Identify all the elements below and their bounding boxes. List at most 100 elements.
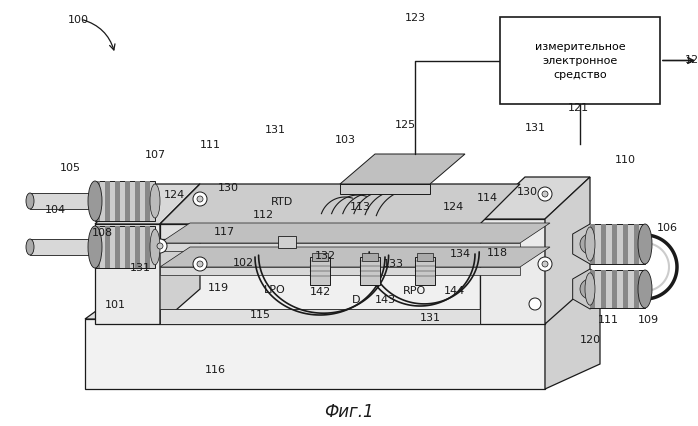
- Text: 119: 119: [207, 282, 228, 292]
- Circle shape: [197, 196, 203, 202]
- Polygon shape: [160, 224, 550, 243]
- Bar: [601, 225, 606, 265]
- Bar: [145, 227, 149, 268]
- Bar: [500, 18, 660, 105]
- Bar: [30, 239, 98, 256]
- Bar: [95, 227, 155, 268]
- Text: 102: 102: [232, 257, 253, 268]
- Text: 116: 116: [205, 364, 225, 374]
- Bar: [590, 225, 645, 265]
- Text: 117: 117: [214, 227, 235, 236]
- Bar: [95, 227, 100, 268]
- Circle shape: [538, 187, 552, 201]
- Polygon shape: [545, 178, 590, 324]
- Polygon shape: [160, 243, 520, 251]
- Text: 130: 130: [218, 183, 239, 193]
- Ellipse shape: [150, 184, 160, 219]
- Ellipse shape: [88, 181, 102, 222]
- Polygon shape: [160, 184, 200, 324]
- Polygon shape: [480, 178, 590, 219]
- Text: 131: 131: [265, 125, 285, 135]
- Ellipse shape: [26, 193, 34, 210]
- Bar: [612, 225, 617, 265]
- Bar: [115, 181, 119, 222]
- Text: 130: 130: [517, 187, 537, 196]
- Ellipse shape: [585, 227, 595, 262]
- Text: 124: 124: [163, 190, 185, 199]
- Circle shape: [153, 239, 167, 253]
- Bar: [623, 271, 628, 308]
- Text: 124: 124: [443, 201, 463, 211]
- Ellipse shape: [638, 271, 652, 308]
- Text: 115: 115: [249, 309, 271, 319]
- Text: 105: 105: [59, 163, 80, 173]
- Text: 111: 111: [597, 314, 618, 324]
- Polygon shape: [85, 279, 600, 319]
- Circle shape: [197, 262, 203, 268]
- Bar: [30, 193, 98, 210]
- Circle shape: [580, 279, 600, 299]
- Polygon shape: [160, 225, 480, 239]
- Text: 131: 131: [130, 262, 151, 272]
- Polygon shape: [340, 155, 465, 184]
- Bar: [312, 253, 328, 262]
- Circle shape: [193, 193, 207, 207]
- Text: 134: 134: [450, 248, 470, 259]
- Ellipse shape: [638, 225, 652, 265]
- Text: 131: 131: [524, 123, 546, 132]
- Circle shape: [580, 234, 600, 254]
- Circle shape: [538, 257, 552, 271]
- Bar: [634, 225, 639, 265]
- Polygon shape: [85, 319, 545, 389]
- Circle shape: [542, 192, 548, 198]
- Bar: [590, 271, 645, 308]
- Text: RTD: RTD: [271, 196, 293, 207]
- Polygon shape: [545, 279, 600, 389]
- Text: 114: 114: [477, 193, 498, 202]
- Text: 133: 133: [383, 259, 403, 268]
- Text: 104: 104: [45, 204, 66, 215]
- Ellipse shape: [585, 273, 595, 305]
- Text: 103: 103: [334, 135, 355, 145]
- Text: 118: 118: [487, 248, 507, 257]
- Text: 142: 142: [309, 286, 331, 296]
- Bar: [623, 225, 628, 265]
- Text: 100: 100: [68, 15, 89, 25]
- Text: 125: 125: [394, 120, 415, 130]
- Text: 106: 106: [657, 222, 678, 233]
- Bar: [95, 181, 100, 222]
- Polygon shape: [572, 225, 607, 265]
- Text: 121: 121: [567, 103, 588, 113]
- Bar: [145, 181, 149, 222]
- Polygon shape: [95, 184, 200, 225]
- Text: 143: 143: [374, 294, 396, 304]
- Text: 113: 113: [350, 201, 371, 211]
- Bar: [135, 227, 140, 268]
- Bar: [115, 227, 119, 268]
- Text: 120: 120: [579, 334, 600, 344]
- Text: Фиг.1: Фиг.1: [324, 402, 374, 420]
- Ellipse shape: [88, 227, 102, 268]
- Polygon shape: [572, 269, 607, 309]
- Text: 112: 112: [253, 210, 274, 219]
- Bar: [590, 271, 595, 308]
- Text: 132: 132: [314, 250, 336, 260]
- Polygon shape: [160, 225, 480, 324]
- Text: LPO: LPO: [264, 284, 286, 294]
- Text: 107: 107: [144, 150, 165, 160]
- Bar: [415, 257, 435, 285]
- Bar: [105, 181, 110, 222]
- Text: 108: 108: [91, 227, 112, 237]
- Text: 122: 122: [685, 55, 698, 65]
- Text: 131: 131: [419, 312, 440, 322]
- Bar: [105, 227, 110, 268]
- Text: 144: 144: [443, 285, 465, 295]
- Text: 110: 110: [614, 155, 635, 164]
- Bar: [125, 181, 130, 222]
- Polygon shape: [480, 219, 545, 324]
- Bar: [612, 271, 617, 308]
- Polygon shape: [160, 268, 520, 275]
- Circle shape: [193, 257, 207, 271]
- Ellipse shape: [150, 230, 160, 265]
- Text: 123: 123: [404, 13, 426, 23]
